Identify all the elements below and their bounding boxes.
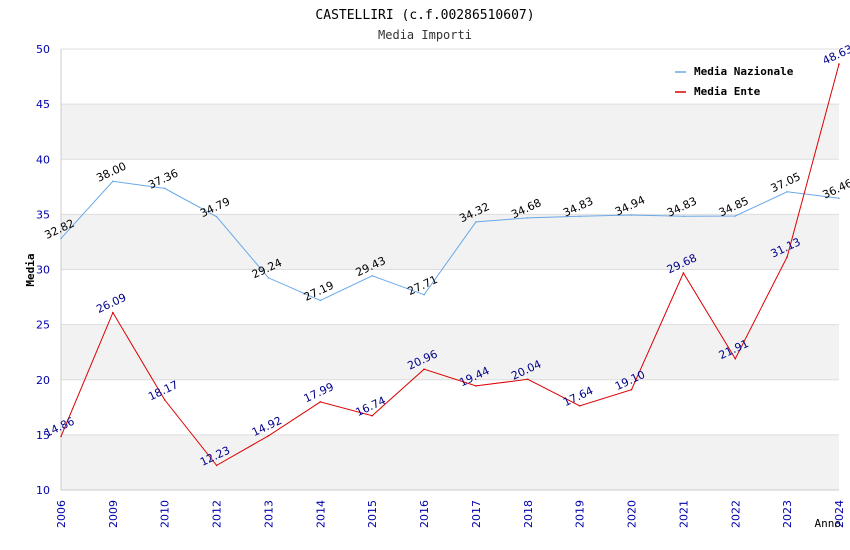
y-tick-label: 10 [36, 484, 50, 497]
y-tick-label: 15 [36, 429, 50, 442]
legend: Media Nazionale Media Ente [669, 60, 809, 101]
data-label: 38.00 [94, 160, 128, 185]
x-tick-label: 2016 [418, 500, 431, 528]
legend-label-media-ente: Media Ente [694, 85, 761, 98]
data-point [319, 299, 322, 302]
x-tick-label: 2021 [677, 500, 690, 528]
x-tick-label: 2010 [159, 500, 172, 528]
x-tick-label: 2024 [833, 500, 846, 528]
y-tick-label: 20 [36, 374, 50, 387]
data-point [578, 215, 581, 218]
grid-band [61, 324, 839, 380]
data-point [60, 237, 62, 240]
grid-band [61, 434, 839, 490]
data-point [786, 256, 788, 258]
x-tick-label: 2017 [470, 500, 483, 528]
data-point [475, 385, 477, 387]
x-axis-label: Anno [815, 517, 842, 530]
y-axis-label: Media [24, 253, 37, 286]
series-layer [60, 63, 840, 467]
x-tick-label: 2006 [55, 500, 68, 528]
data-point [838, 197, 840, 200]
legend-label-media-nazionale: Media Nazionale [694, 65, 794, 78]
data-point [527, 378, 529, 381]
chart-subtitle: Media Importi [378, 28, 472, 42]
x-tick-label: 2023 [781, 500, 794, 528]
data-point [682, 215, 685, 218]
data-label: 17.99 [302, 380, 336, 405]
data-point [734, 357, 737, 360]
grid-band [61, 214, 839, 270]
data-point [60, 435, 62, 438]
axes: 10 15 20 25 30 35 40 45 50 2006 2009 2010 2012 2013 20… [36, 43, 846, 528]
x-tick-label: 2014 [314, 500, 327, 528]
x-tick-label: 2009 [107, 500, 120, 528]
y-tick-label: 35 [36, 208, 50, 221]
y-tick-label: 30 [36, 264, 50, 277]
y-tick-label: 45 [36, 98, 50, 111]
chart-title: CASTELLIRI (c.f.00286510607) [315, 8, 534, 23]
y-tick-label: 25 [36, 319, 50, 332]
data-point [630, 388, 633, 391]
data-label: 18.17 [146, 378, 180, 403]
series-line-media-nazionale [60, 180, 840, 302]
data-point [630, 214, 633, 216]
data-point [112, 311, 114, 314]
data-point [267, 434, 270, 437]
data-point [578, 404, 581, 407]
y-tick-label: 40 [36, 153, 50, 166]
x-tick-label: 2013 [262, 500, 275, 528]
data-label: 37.05 [769, 170, 803, 195]
data-point [475, 221, 477, 223]
data-point [112, 180, 114, 183]
data-point [786, 190, 788, 193]
grid-band [61, 104, 839, 160]
data-point [371, 414, 374, 417]
x-tick-label: 2020 [626, 500, 639, 528]
data-point [682, 272, 685, 274]
data-point [267, 277, 270, 279]
data-point [527, 217, 529, 219]
data-point [423, 368, 425, 370]
x-tick-label: 2022 [729, 500, 742, 528]
background-bands [61, 104, 839, 490]
data-point [215, 215, 218, 218]
data-label: 26.09 [94, 291, 128, 316]
data-point [163, 399, 166, 401]
data-point [319, 401, 322, 403]
data-label: 48.63 [820, 42, 850, 67]
series-line-media-ente [60, 63, 840, 467]
legend-box [669, 60, 809, 101]
data-point [423, 293, 425, 296]
x-tick-label: 2012 [211, 500, 224, 528]
data-point [838, 63, 840, 65]
x-tick-label: 2015 [366, 500, 379, 528]
y-tick-label: 50 [36, 43, 50, 56]
data-point [215, 464, 218, 467]
x-tick-label: 2018 [522, 500, 535, 528]
data-point [734, 215, 737, 217]
x-tick-label: 2019 [574, 500, 587, 528]
data-point [163, 187, 166, 190]
data-point [371, 274, 374, 277]
